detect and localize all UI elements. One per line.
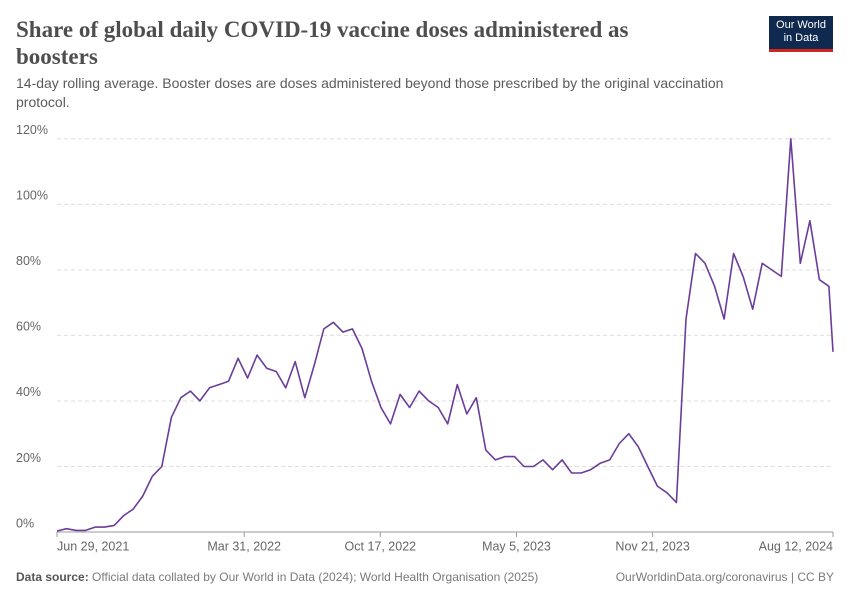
logo-line: in Data [783,32,819,44]
x-tick-label: Oct 17, 2022 [345,539,417,553]
chart-subtitle: 14-day rolling average. Booster doses ar… [16,75,724,110]
line [56,138,834,532]
y-tick-label: 20% [16,451,41,465]
y-tick-label: 0% [16,516,34,530]
source: Data source: Official data collated by O… [16,570,538,584]
x-tick-label: Nov 21, 2023 [615,539,689,553]
x-tick-label: Mar 31, 2022 [207,539,281,553]
x-tick-label: Aug 12, 2024 [759,539,833,553]
logo-line: Our World [776,19,826,31]
chart: 0% 20% 40% 60% 80% 100% 120% Jun 29, 2021 Mar 31… [16,123,834,553]
y-tick-label: 60% [16,320,41,334]
source-text: Official data collated by Our World in D… [92,570,539,584]
y-tick-label: 80% [16,254,41,268]
y-tick-label: 40% [16,385,41,399]
logo[interactable]: Our World in Data [769,16,833,52]
y-tick-label: 100% [16,189,48,203]
x-tick-label: Jun 29, 2021 [57,539,129,553]
chart-title: Share of global daily COVID-19 vaccine d… [16,17,629,69]
credit[interactable]: OurWorldinData.org/coronavirus | CC BY [615,570,834,584]
source-label: Data source: [16,570,89,584]
y-tick-label: 120% [16,123,48,137]
x-tick-label: May 5, 2023 [482,539,551,553]
